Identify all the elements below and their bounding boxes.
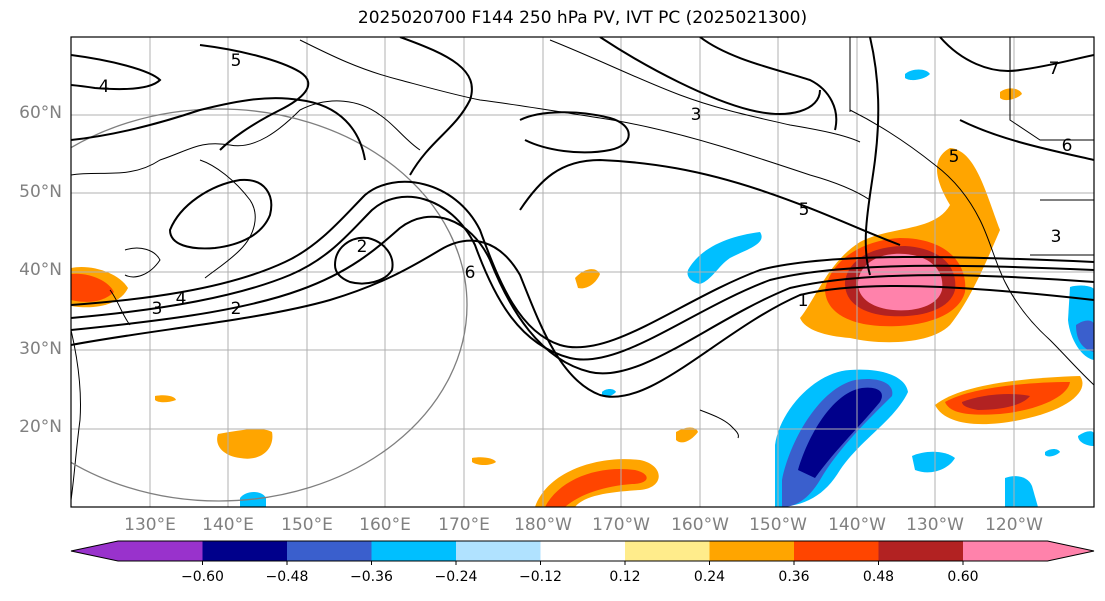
contour-label: 5 — [231, 51, 242, 71]
contour-label: 5 — [949, 147, 960, 167]
asia-anomaly-red — [71, 273, 114, 302]
contour-label: 3 — [152, 299, 163, 319]
neg-blue-8 — [602, 389, 616, 397]
contour-label: 3 — [691, 105, 702, 125]
contour-label: 2 — [357, 237, 368, 257]
map-frame — [70, 36, 1095, 508]
neg-blue-2 — [687, 232, 762, 284]
contour-label: 2 — [231, 299, 242, 319]
lat-label: 40°N — [19, 260, 62, 280]
colorbar-extend-low — [71, 541, 118, 561]
negative-anomaly-navy — [798, 387, 882, 478]
sub-band-1-darkred — [962, 394, 1030, 410]
map-title: 2025020700 F144 250 hPa PV, IVT PC (2025… — [357, 8, 808, 28]
contour-labels: 5 4 3 7 6 5 2 6 4 3 2 1 3 5 — [99, 51, 1073, 319]
contour-label: 3 — [1051, 227, 1062, 247]
neg-blue-9 — [1078, 431, 1094, 446]
small-orange-6 — [1000, 88, 1022, 101]
contour-label: 4 — [176, 289, 187, 309]
neg-blue-10 — [1045, 449, 1060, 457]
lon-label: 140°W — [828, 515, 886, 535]
coastlines — [71, 37, 1094, 501]
neg-blue-7 — [905, 69, 930, 81]
lon-label: 130°W — [906, 515, 964, 535]
lon-label: 160°E — [359, 515, 411, 535]
lat-label: 50°N — [19, 182, 62, 202]
lon-label: 180°W — [514, 515, 572, 535]
contour-label: 5 — [799, 200, 810, 220]
colorbar-tick-label: 0.12 — [609, 569, 641, 585]
lon-label: 150°E — [281, 515, 333, 535]
contour-label: 6 — [1062, 136, 1073, 156]
lat-label: 30°N — [19, 339, 62, 359]
pv-contours — [71, 37, 1094, 398]
lat-label: 60°N — [19, 103, 62, 123]
small-orange-3 — [676, 427, 698, 443]
positive-anomaly-pink — [857, 253, 943, 311]
ivt-shading — [71, 69, 1094, 507]
colorbar-tick-label: −0.48 — [265, 569, 309, 585]
colorbar-tick-label: −0.24 — [434, 569, 478, 585]
colorbar-tick-label: 0.60 — [947, 569, 979, 585]
colorbar-tick-label: −0.60 — [181, 569, 224, 585]
neg-blue-3b — [1076, 320, 1094, 352]
neg-blue-5 — [1005, 476, 1038, 507]
contour-label: 1 — [798, 291, 809, 311]
colorbar-tick-label: −0.36 — [350, 569, 393, 585]
colorbar-extend-high — [1047, 541, 1094, 561]
colorbar — [70, 540, 1095, 565]
colorbar-tick-label: 0.48 — [862, 569, 895, 585]
lon-label: 150°W — [749, 515, 807, 535]
small-orange-2 — [575, 269, 600, 289]
contour-label: 6 — [465, 263, 476, 283]
contour-label: 4 — [99, 77, 110, 97]
range-ring — [71, 108, 468, 502]
colorbar-tick-label: −0.12 — [519, 569, 562, 585]
lon-label: 170°E — [438, 515, 490, 535]
lat-label: 20°N — [19, 417, 62, 437]
small-orange-4 — [472, 457, 496, 465]
colorbar-tick-label: 0.24 — [693, 569, 726, 585]
lon-label: 120°W — [985, 515, 1043, 535]
neg-blue-4 — [912, 451, 955, 473]
colorbar-tick-label: 0.36 — [778, 569, 810, 585]
lon-label: 170°W — [592, 515, 650, 535]
contour-label: 7 — [1049, 59, 1060, 79]
small-orange-1 — [217, 428, 273, 459]
lon-label: 130°E — [124, 515, 176, 535]
lon-label: 140°E — [202, 515, 254, 535]
lon-label: 160°W — [671, 515, 729, 535]
small-orange-5 — [155, 395, 176, 403]
